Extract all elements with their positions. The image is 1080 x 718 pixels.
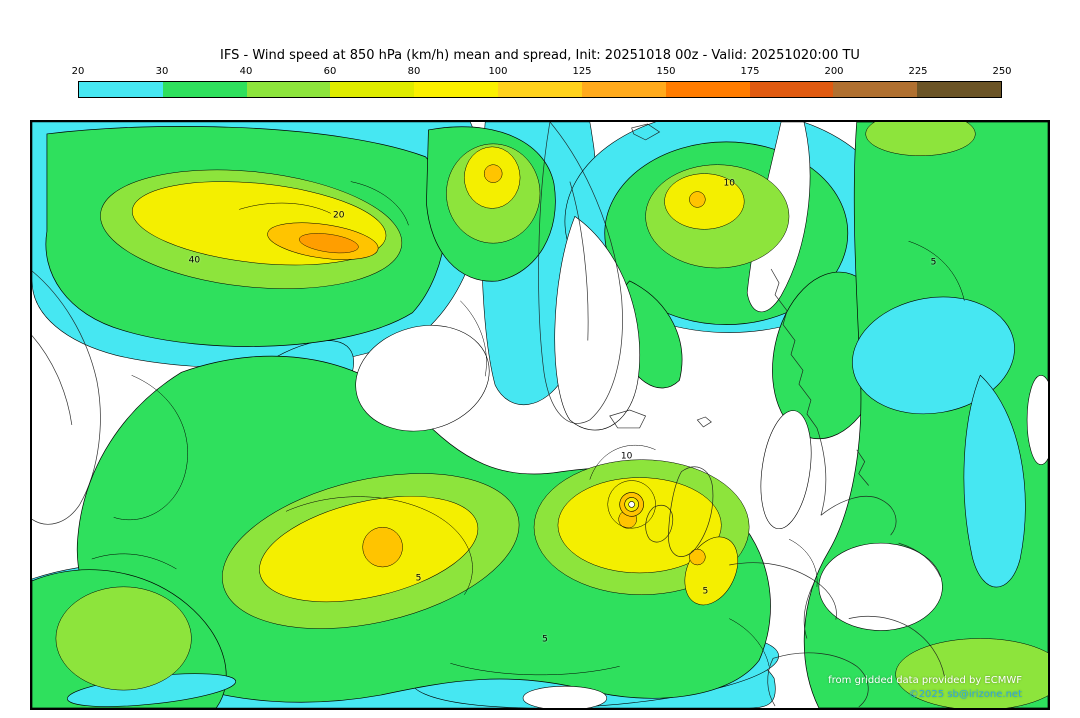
colorbar-segment — [665, 82, 750, 97]
colorbar-segment — [917, 82, 1001, 97]
colorbar-segment — [414, 82, 499, 97]
page-title: IFS - Wind speed at 850 hPa (km/h) mean … — [220, 48, 860, 63]
colorbar-tick: 225 — [908, 66, 928, 77]
wind-map: 20 40 10 10 5 5 5 5 from gridded data provided … — [30, 120, 1050, 710]
colorbar — [78, 81, 1002, 98]
colorbar-segment — [833, 82, 918, 97]
colorbar-segment — [498, 82, 582, 97]
wind-field-orange-core — [299, 233, 359, 254]
coastlines — [32, 122, 945, 708]
colorbar-tick: 100 — [488, 66, 508, 77]
colorbar-segment — [581, 82, 666, 97]
colorbar-segment — [246, 82, 331, 97]
colorbar-segment — [79, 82, 163, 97]
attribution-copyright: ©2025 sb@irizone.net — [908, 689, 1022, 700]
colorbar-tick: 30 — [155, 66, 169, 77]
colorbar-tick: 40 — [239, 66, 253, 77]
colorbar-wrap: 20 30 40 60 80 100 125 150 175 200 225 250 — [72, 66, 1012, 98]
colorbar-segment — [749, 82, 834, 97]
colorbar-segment — [162, 82, 247, 97]
cyclone-eye — [619, 492, 644, 517]
colorbar-tick: 250 — [992, 66, 1012, 77]
wind-field-white-pockets — [355, 122, 1048, 708]
colorbar-tick: 175 — [740, 66, 760, 77]
colorbar-tick: 60 — [323, 66, 337, 77]
colorbar-tick: 200 — [824, 66, 844, 77]
colorbar-tick: 150 — [656, 66, 676, 77]
wind-map-svg — [32, 122, 1048, 708]
colorbar-tick: 80 — [407, 66, 421, 77]
spread-contours — [91, 181, 965, 676]
map-attribution: from gridded data provided by ECMWF ©202… — [828, 674, 1022, 702]
colorbar-tick: 125 — [572, 66, 592, 77]
colorbar-tick: 20 — [71, 66, 85, 77]
colorbar-ticks: 20 30 40 60 80 100 125 150 175 200 225 250 — [72, 66, 1012, 79]
colorbar-segment — [330, 82, 415, 97]
attribution-ecmwf: from gridded data provided by ECMWF — [828, 675, 1022, 686]
